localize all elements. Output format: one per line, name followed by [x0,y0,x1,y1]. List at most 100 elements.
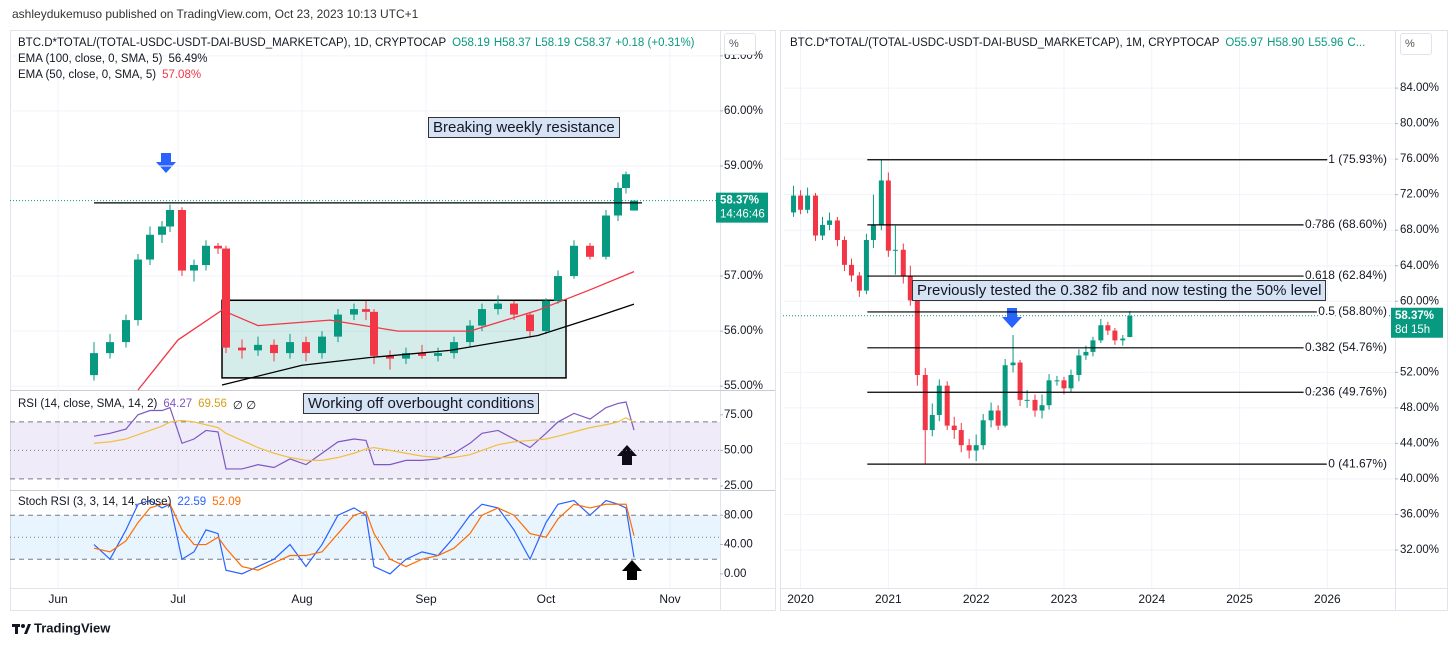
y-tick-label: 48.00% [1400,402,1439,414]
candle-body [1054,380,1060,382]
pane-name: RSI (14, close, SMA, 14, 2) [18,398,158,410]
x-tick-label: 2026 [1314,592,1341,606]
x-tick-label: 2023 [1051,592,1078,606]
candle-body [848,264,854,276]
x-tick-label: Oct [537,592,556,606]
y-tick-label: 0.00 [724,568,746,580]
candle-body [1024,399,1030,401]
candle-body [222,248,230,348]
y-tick-label: 80.00% [1400,118,1439,130]
candle-body [958,430,964,446]
publish-info: ashleydukemuso published on TradingView.… [12,7,419,21]
candle-body [158,226,166,235]
ema-name: EMA (50, close, 0, SMA, 5) [18,69,157,81]
symbol: BTC.D*TOTAL/(TOTAL-USDC-USDT-DAI-BUSD_MA… [18,37,447,49]
candle-body [190,265,198,271]
candle-body [238,347,246,351]
candle-body [1039,405,1045,411]
candle-body [622,174,630,188]
x-tick-label: 2025 [1226,592,1253,606]
y-tick-label: 76.00% [1400,153,1439,165]
candle-body [900,249,906,276]
fib-label: 0.786 (68.60%) [1305,217,1387,231]
scale-button[interactable]: % [1400,33,1432,55]
candle-body [914,300,920,375]
legend: RSI (14, close, SMA, 14, 2) 64.27 69.56 ∅ ∅ [18,398,256,412]
candle-body [1098,325,1104,341]
candle-body [1002,365,1008,426]
y-tick-label: 64.00% [1400,260,1439,272]
candle-body [834,220,840,240]
candle-body [812,195,818,236]
legend: BTC.D*TOTAL/(TOTAL-USDC-USDT-DAI-BUSD_MA… [790,37,1365,49]
rsi-ma-value: 69.56 [198,398,227,410]
candle-body [586,245,594,257]
y-tick-label: 40.00% [1400,473,1439,485]
candle-body [526,314,534,332]
candle-body [1061,380,1067,389]
candle-body [1068,374,1074,389]
candle-body [570,245,578,277]
candle-body [1010,362,1016,366]
y-tick-label: 84.00% [1400,82,1439,94]
brand: TradingView [34,620,111,635]
fib-label: 0.5 (58.80%) [1318,304,1387,318]
left-panel [10,30,776,611]
candle-body [286,342,294,354]
fib-label: 1 (75.93%) [1328,152,1387,166]
candle-body [510,303,518,315]
candle-body [1112,330,1118,341]
indicator-line [93,503,635,571]
last-price-box [716,192,768,223]
x-tick-label: 2022 [963,592,990,606]
candle-body [1032,399,1038,411]
arrow-up [617,445,637,465]
candle-body [973,445,979,451]
candle-body [254,344,262,351]
ema-value: 56.49% [168,53,208,65]
candle-body [798,195,804,210]
candle-body [334,314,342,337]
candle-body [1017,362,1023,400]
candle-body [929,414,935,431]
candle-body [106,342,114,354]
quote-value: O55.97 [1225,37,1264,49]
candle-body [1083,351,1089,356]
ema-line [137,271,635,391]
x-tick-label: Jul [170,592,185,606]
candle-body [386,355,394,359]
y-tick-label: 32.00% [1400,544,1439,556]
y-tick-label: 72.00% [1400,189,1439,201]
scale-button[interactable]: % [724,33,756,55]
quote: O55.97 H58.90 L55.96 C... [1225,37,1365,49]
band [10,515,720,560]
x-tick-label: 2020 [787,592,814,606]
candle-body [318,336,326,354]
candle-body [434,353,442,356]
legend: BTC.D*TOTAL/(TOTAL-USDC-USDT-DAI-BUSD_MA… [18,37,695,49]
annotation: Previously tested the 0.382 fib and now … [912,280,1327,301]
last-price-box [1391,307,1443,338]
x-tick-label: 2024 [1138,592,1165,606]
candle-body [302,342,310,354]
candle-body [827,220,833,225]
last-price-label: 58.37% [1395,310,1434,322]
fib-label: 0 (41.67%) [1328,456,1387,470]
quote-value: H58.37 [493,37,531,49]
candle-body [791,195,797,213]
legend: Stoch RSI (3, 3, 14, 14, close) 22.59 52.0… [18,496,241,508]
y-tick-label: 60.00% [1400,295,1439,307]
candle-body [542,300,550,332]
extra: ∅ ∅ [232,400,257,412]
candle-body [166,210,174,227]
quote-value: +0.18 (+0.31%) [615,37,695,49]
k-value: 22.59 [177,496,207,508]
candle-body [602,215,610,257]
candle-body [554,276,562,301]
candle-body [995,410,1001,426]
indicator-line [93,499,635,575]
y-tick-label: 60.00% [724,105,763,117]
ema-name: EMA (100, close, 0, SMA, 5) [18,53,163,65]
